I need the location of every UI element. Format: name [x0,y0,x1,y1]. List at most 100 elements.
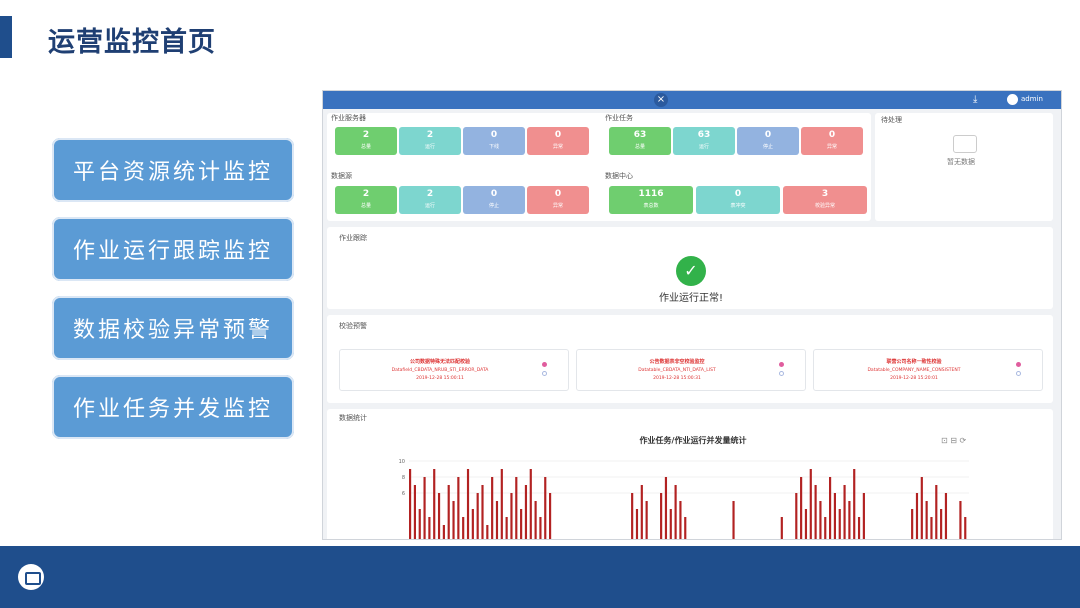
chart-bar [824,517,827,539]
y-tick-label: 6 [402,491,405,497]
chart-bar [423,477,426,539]
chart-bar [669,509,672,539]
validation-title: 校验预警 [339,322,367,330]
data-center-title: 数据中心 [605,172,633,180]
chart-bar [964,517,967,539]
datasource-total[interactable]: 2 总量 [335,186,397,214]
app-topbar: × ⤓ admin [323,91,1061,109]
status-dot [779,362,784,367]
chart-bar [491,477,494,539]
chart-bar [409,469,412,539]
status-dot [779,371,784,376]
chart-bar [809,469,812,539]
chart-bar [819,501,822,539]
chart-bar [413,485,416,539]
chart-bar [447,485,450,539]
check-icon: ✓ [676,256,706,286]
status-dot [1016,362,1021,367]
tracking-title: 作业跟踪 [339,234,367,242]
chart-bar [635,509,639,539]
chart-bar [495,501,499,539]
chart-bar [462,517,465,539]
menu-task-concurrency[interactable]: 作业任务并发监控 [52,375,294,439]
job-server-running[interactable]: 2 运行 [399,127,461,155]
chart-bar [838,509,841,539]
menu-job-tracking[interactable]: 作业运行跟踪监控 [52,217,294,281]
chart-bar [534,501,537,539]
datasource-stopped[interactable]: 0 停止 [463,186,525,214]
chart-bar [520,509,523,539]
chart-bar [418,509,421,539]
chart-bar [911,509,914,539]
status-dot [1016,371,1021,376]
job-task-title: 作业任务 [605,114,633,122]
datasource-running[interactable]: 2 运行 [399,186,461,214]
chart-bar [476,493,479,539]
chart-bar [843,485,846,539]
data-center-conflicts[interactable]: 0 表冲突 [696,186,780,214]
menu-resource-stats[interactable]: 平台资源统计监控 [52,138,294,202]
chart-bar [660,493,663,539]
chart-bar [853,469,856,539]
datasource-title: 数据源 [331,172,352,180]
job-server-offline[interactable]: 0 下线 [463,127,525,155]
avatar[interactable] [1007,94,1018,105]
tracking-status: 作业运行正常! [658,293,723,304]
chart-bar [549,493,552,539]
user-name[interactable]: admin [1021,95,1043,103]
chart-bar [466,469,470,539]
chart-bar [505,517,508,539]
page-title: 运营监控首页 [48,27,216,58]
chart-bar [684,517,687,539]
data-center-errors[interactable]: 3 校验异常 [783,186,867,214]
chart-bar [674,485,677,539]
chart-bar [529,469,532,539]
validation-card[interactable]: 公司数据特殊无法匹配校验 Datafield_CBDATA_NRUB_STI_ER… [339,349,569,391]
chart-bar [935,485,938,539]
chart-bar [539,517,542,539]
chart-bar [457,477,460,539]
todo-title: 待处理 [881,116,902,124]
validation-card[interactable]: 公告数据表非空校验监控 Datatable_CBDATA_NTI_DATA_LIS… [576,349,806,391]
chart-bar [857,517,861,539]
chart-bar [732,501,735,539]
chart-bar [524,485,528,539]
status-dot [542,371,547,376]
footer-bar [0,546,1080,608]
job-server-error[interactable]: 0 异常 [527,127,589,155]
chart-bar [428,517,431,539]
chart-bar [510,493,513,539]
y-tick-label: 8 [402,475,405,481]
chart-bar [920,477,923,539]
chart-toolbox-icons[interactable]: ⊡ ⊟ ⟳ [941,436,967,445]
job-task-running[interactable]: 63 运行 [673,127,735,155]
chart-bar [944,493,948,539]
chart-bar [500,469,503,539]
chart-bar [804,509,808,539]
chart-bar [515,477,518,539]
job-task-total[interactable]: 63 总量 [609,127,671,155]
job-task-stopped[interactable]: 0 停止 [737,127,799,155]
datasource-error[interactable]: 0 异常 [527,186,589,214]
job-server-total[interactable]: 2 总量 [335,127,397,155]
chart-bar [481,485,484,539]
chart-bar [679,501,682,539]
download-icon[interactable]: ⤓ [973,94,978,105]
chart-bar [795,493,798,539]
title-accent-bar [0,16,12,58]
validation-card[interactable]: 联营公司名称一致性校验 Datatable_COMPANY_NAME_CONSIS… [813,349,1043,391]
chart-bar [664,477,668,539]
chart-bar [930,517,933,539]
job-task-error[interactable]: 0 异常 [801,127,863,155]
chart-bar [959,501,962,539]
chart-bar [780,517,783,539]
app-screenshot: × ⤓ admin 作业服务器 2 总量 2 运行 0 下线 0 异常 作业任务 63 总… [322,90,1062,540]
chart-bar [645,501,648,539]
status-dot [542,362,547,367]
data-center-tables[interactable]: 1116 表总数 [609,186,693,214]
chart-bar [452,501,455,539]
close-icon[interactable]: × [654,93,668,107]
menu-data-validation[interactable]: 数据校验异常预警 [52,296,294,360]
todo-empty: 暂无数据 [947,158,975,166]
chart-bar [544,477,547,539]
